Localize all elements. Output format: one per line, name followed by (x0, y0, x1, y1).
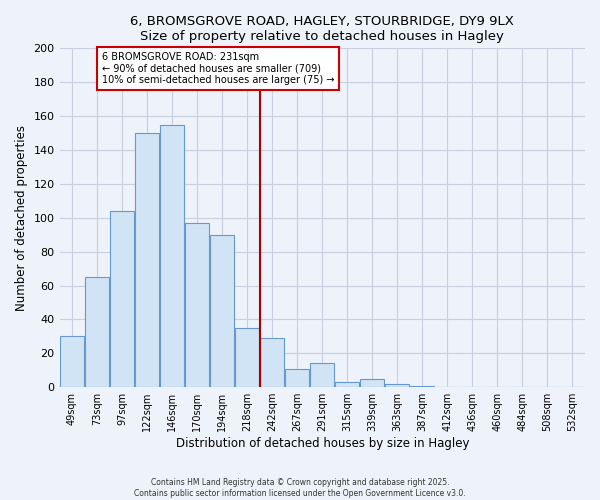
Bar (135, 133, 159, 387)
Bar (85, 277, 109, 387)
Bar (260, 338, 284, 387)
Bar (160, 124, 184, 387)
Bar (210, 234, 234, 387)
Bar (335, 382, 359, 387)
Bar (110, 211, 134, 387)
Bar (410, 386, 434, 387)
Text: Contains HM Land Registry data © Crown copyright and database right 2025.
Contai: Contains HM Land Registry data © Crown c… (134, 478, 466, 498)
Bar (385, 384, 409, 387)
Bar (310, 364, 334, 387)
Bar (185, 223, 209, 387)
X-axis label: Distribution of detached houses by size in Hagley: Distribution of detached houses by size … (176, 437, 469, 450)
Title: 6, BROMSGROVE ROAD, HAGLEY, STOURBRIDGE, DY9 9LX
Size of property relative to de: 6, BROMSGROVE ROAD, HAGLEY, STOURBRIDGE,… (130, 15, 514, 43)
Bar (361, 378, 384, 387)
Bar (60, 336, 84, 387)
Bar (235, 328, 259, 387)
Text: 6 BROMSGROVE ROAD: 231sqm
← 90% of detached houses are smaller (709)
10% of semi: 6 BROMSGROVE ROAD: 231sqm ← 90% of detac… (102, 52, 335, 85)
Y-axis label: Number of detached properties: Number of detached properties (15, 125, 28, 311)
Bar (286, 368, 309, 387)
